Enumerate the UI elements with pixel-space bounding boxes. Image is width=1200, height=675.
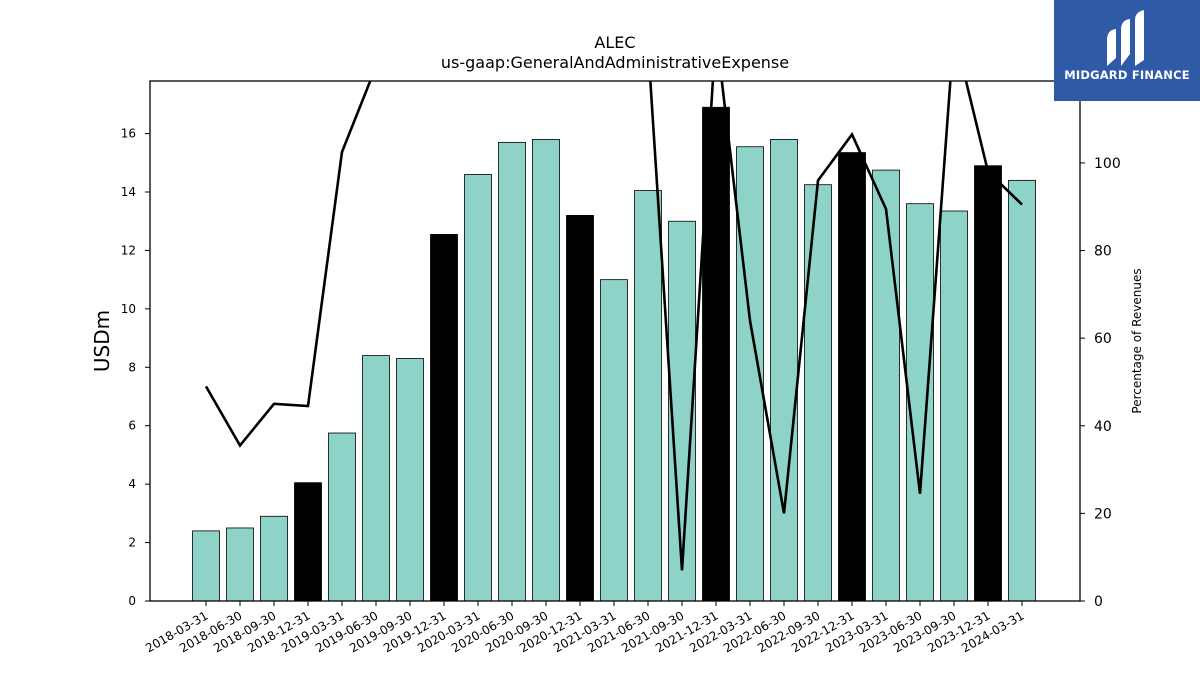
y2-tick-label: 20 [1094, 506, 1112, 522]
percentage-line [204, 81, 1023, 571]
chart-title: ALEC [594, 33, 635, 52]
plot-frame [149, 80, 1081, 602]
bar-2022-06-30 [770, 139, 798, 602]
bar-2020-09-30 [532, 139, 560, 602]
bar-2022-09-30 [804, 184, 832, 602]
bar-2018-06-30 [226, 527, 254, 602]
y2-tick-label: 100 [1094, 156, 1121, 172]
y2-axis-label: Percentage of Revenues [1130, 268, 1144, 413]
bar-2022-12-31 [838, 152, 866, 602]
y2-tick-label: 0 [1094, 594, 1103, 610]
bar-2020-12-31 [566, 214, 594, 602]
bar-2020-03-31 [464, 174, 492, 602]
y-tick-label: 8 [128, 360, 136, 374]
logo-mark-icon [1107, 10, 1144, 66]
y-tick-label: 14 [121, 185, 136, 199]
bar-2023-12-31 [974, 165, 1002, 602]
bar-2018-12-31 [294, 482, 322, 602]
bar-2024-03-31 [1008, 179, 1036, 602]
y-tick-label: 10 [121, 302, 136, 316]
bar-2020-06-30 [498, 141, 526, 602]
y-tick-label: 4 [128, 477, 136, 491]
bar-2023-06-30 [906, 203, 934, 602]
y2-tick-label: 40 [1094, 419, 1112, 435]
y-tick-label: 16 [121, 127, 136, 141]
bar-2019-03-31 [328, 432, 356, 602]
y-tick-label: 2 [128, 536, 136, 550]
bar-2023-03-31 [872, 169, 900, 602]
y2-tick-label: 60 [1094, 331, 1112, 347]
y-tick-label: 0 [128, 594, 136, 608]
logo-text: MIDGARD FINANCE [1064, 68, 1190, 82]
bar-2023-09-30 [940, 210, 968, 602]
y-tick-label: 12 [121, 243, 136, 257]
y2-tick-label: 80 [1094, 244, 1112, 260]
bar-2021-06-30 [634, 190, 662, 602]
bar-2019-06-30 [362, 355, 390, 602]
y-tick-label: 6 [128, 419, 136, 433]
bar-2019-09-30 [396, 358, 424, 602]
bar-2019-12-31 [430, 233, 458, 602]
chart-subtitle: us-gaap:GeneralAndAdministrativeExpense [441, 53, 789, 72]
bar-2018-03-31 [192, 530, 220, 602]
y-axis-label: USDm [90, 310, 114, 372]
bar-2018-09-30 [260, 515, 288, 602]
bar-2021-03-31 [600, 279, 628, 602]
brand-logo: MIDGARD FINANCE [1054, 0, 1200, 101]
